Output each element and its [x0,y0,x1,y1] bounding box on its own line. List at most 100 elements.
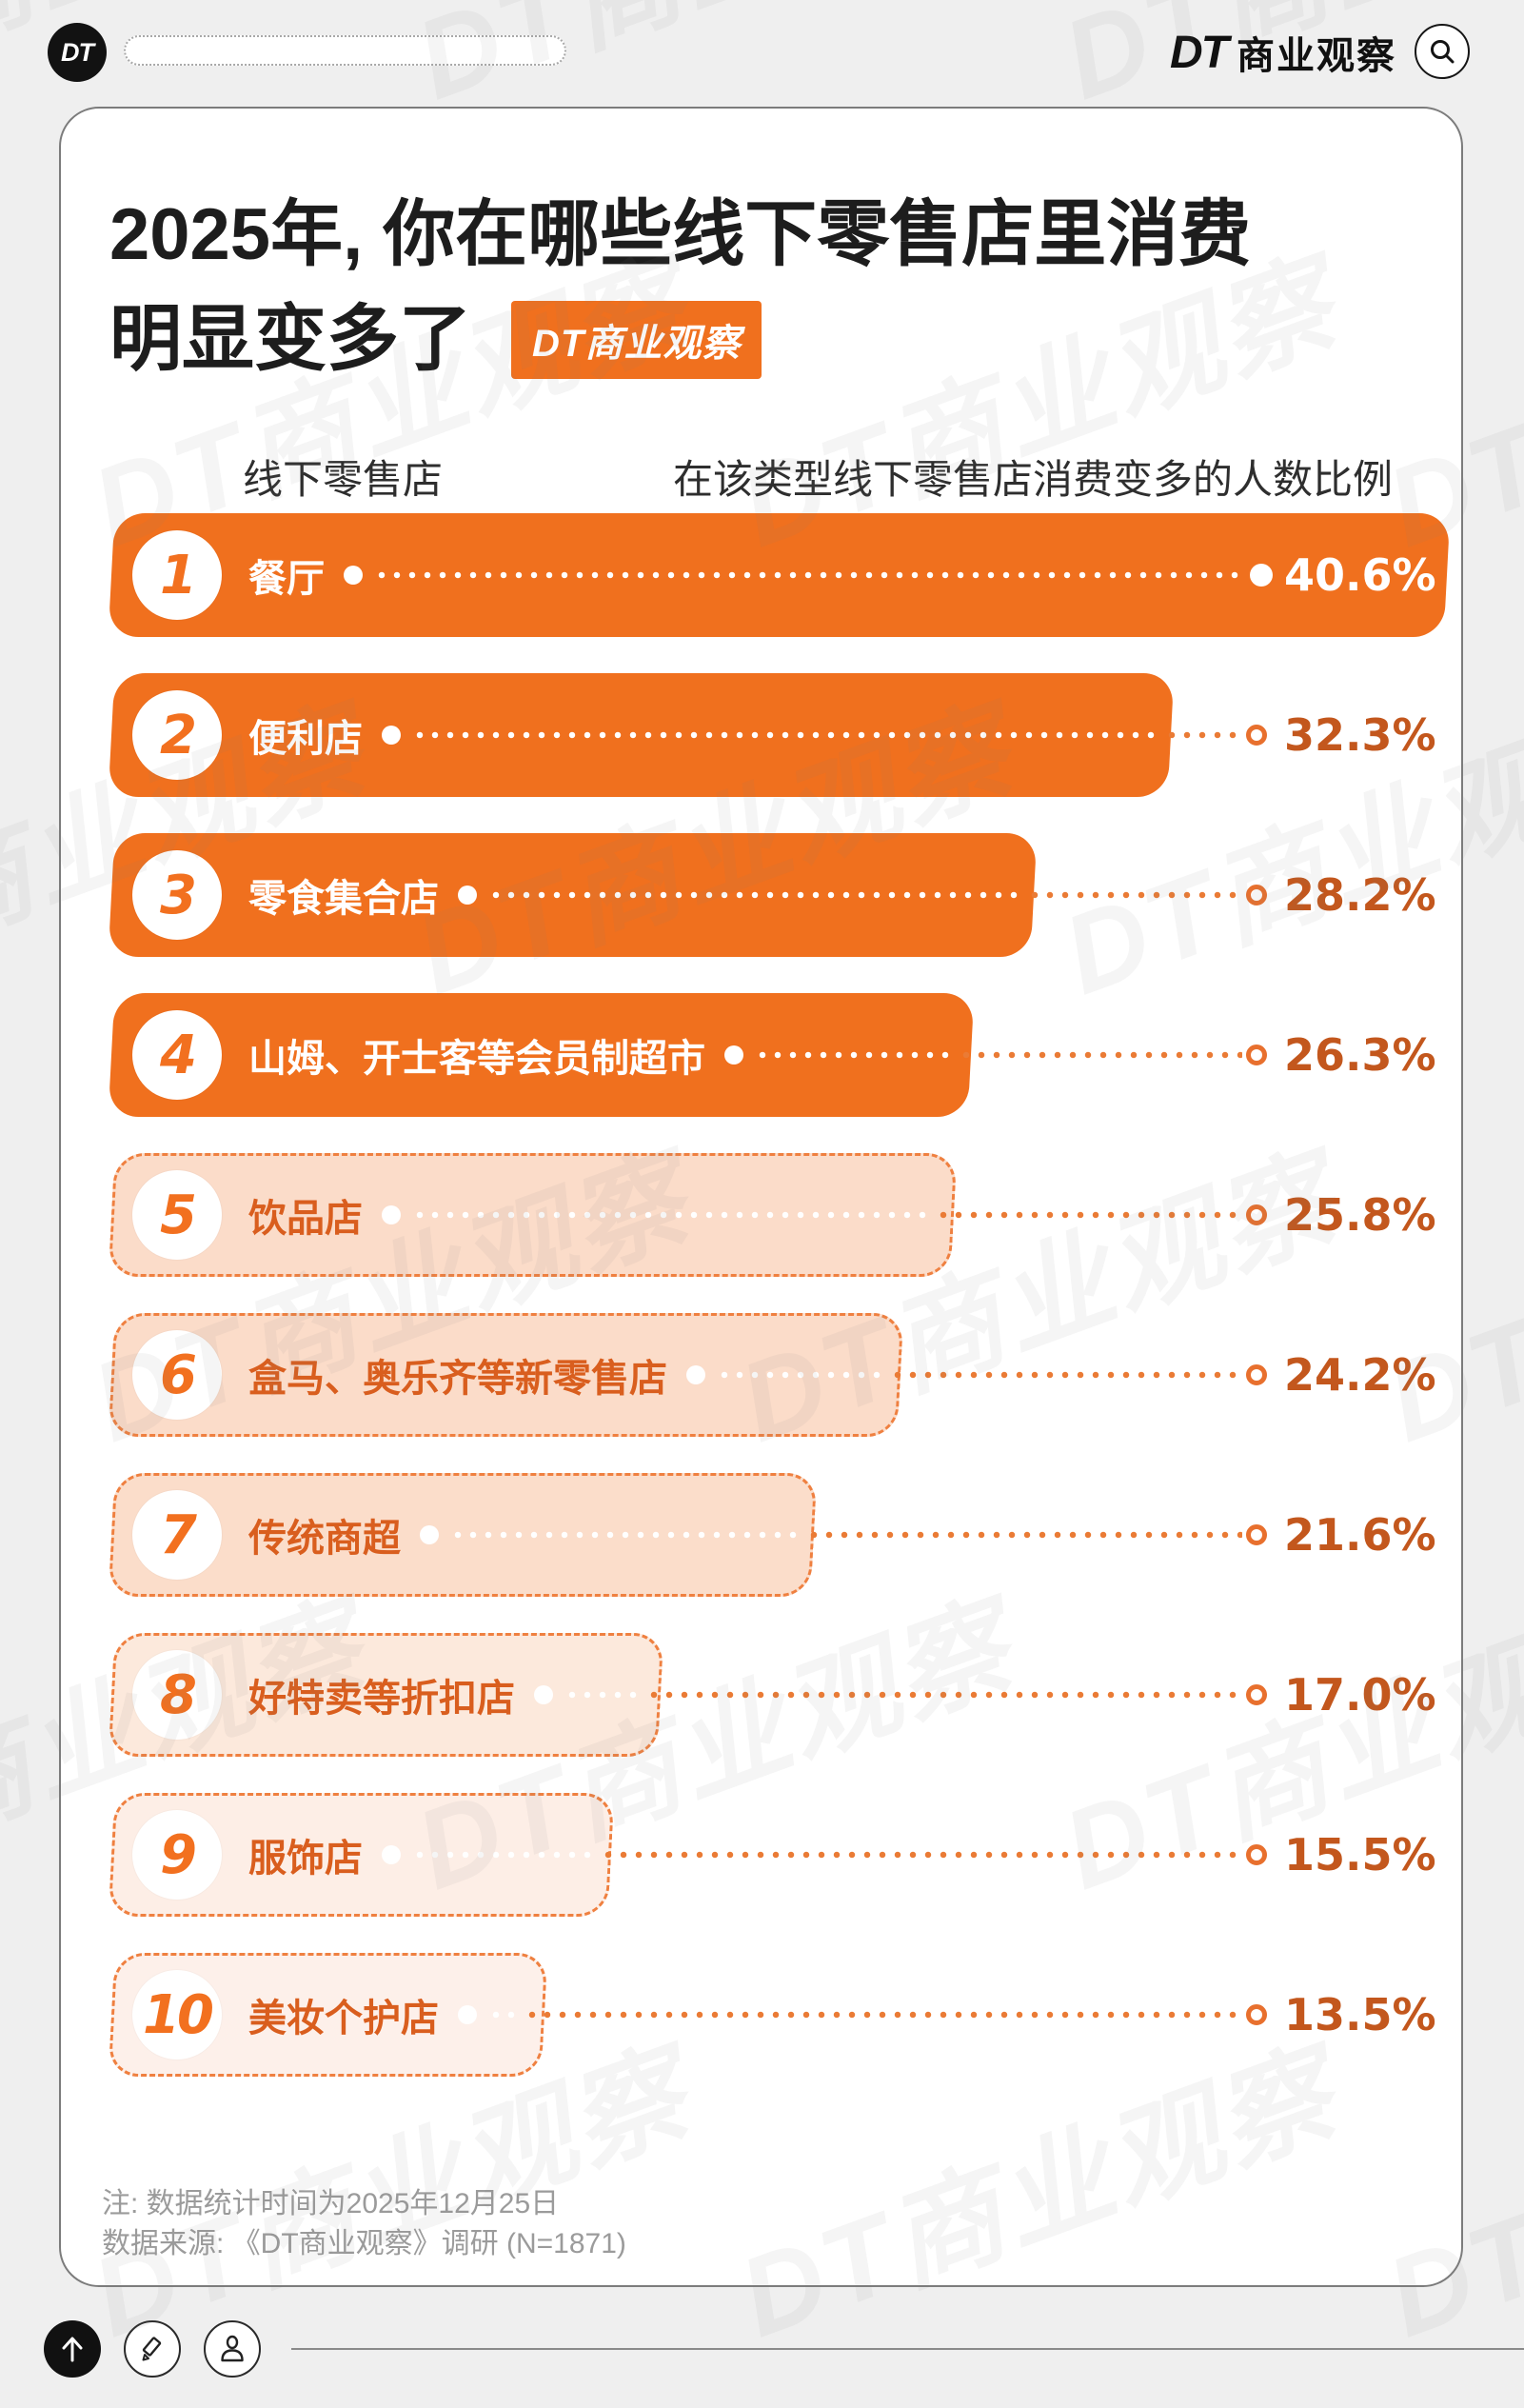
leader-dots-orange [524,2011,1242,2019]
rank-badge: 5 [132,1170,222,1260]
category-label: 服饰店 [248,1838,363,1880]
leader-start-dot [382,1845,401,1864]
scroll-top-button[interactable] [44,2320,101,2378]
leader-dots-orange [936,1211,1242,1219]
leader-start-dot [534,1685,553,1704]
category-label: 山姆、开士客等会员制超市 [248,1038,705,1080]
rank-badge: 1 [132,530,222,620]
leader-start-dot [458,2005,477,2024]
leader-start-dot [458,886,477,905]
page-title-line2: 明显变多了 [109,299,471,380]
leader-end-dot [1246,1364,1267,1385]
category-label: 盒马、奥乐齐等新零售店 [248,1358,667,1400]
person-icon [221,2335,244,2362]
value-label: 15.5% [1284,1829,1436,1881]
leader-dots-orange [646,1691,1242,1699]
footnotes: 注: 数据统计时间为2025年12月25日 数据来源: 《DT商业观察》调研 (… [102,2184,626,2264]
top-bar: DT DT 商业观察 [0,0,1524,107]
category-label: 传统商超 [248,1518,401,1560]
page-title-line1: 2025年, 你在哪些线下零售店里消费 [109,194,1252,275]
leader-dots-white [717,1371,884,1379]
leader-line [380,1841,1242,1869]
rank-number: 9 [160,1823,197,1886]
value-label: 25.8% [1284,1189,1436,1241]
leader-line [380,1201,1242,1229]
rank-badge: 3 [132,850,222,940]
search-icon [1431,40,1455,64]
footnote-source: 数据来源: 《DT商业观察》调研 (N=1871) [102,2228,626,2259]
rank-badge: 10 [132,1970,222,2060]
page-title-line2-row: 明显变多了 DT商业观察 [109,288,762,392]
rank-number: 8 [160,1663,197,1726]
leader-dots-white [412,731,1158,739]
leader-end-dot [1246,1045,1267,1065]
value-label: 24.2% [1284,1349,1436,1401]
footer-divider [291,2348,1524,2350]
leader-start-dot [382,1205,401,1224]
dt-logo-badge: DT [48,23,107,82]
chart-row: 10 美妆个护店 13.5% [108,1953,1444,2077]
leader-start-dot [382,726,401,745]
leader-end-dot [1250,564,1273,587]
leader-dots-orange [806,1531,1242,1539]
category-label: 饮品店 [248,1198,363,1240]
rank-badge: 8 [132,1650,222,1740]
pencil-icon [142,2337,162,2361]
value-label: 28.2% [1284,869,1436,921]
chart-row: 7 传统商超 21.6% [108,1473,1444,1597]
leader-end-dot [1246,2004,1267,2025]
rank-number: 7 [160,1503,197,1566]
rank-number: 3 [160,864,197,926]
value-label: 32.3% [1284,709,1436,761]
category-label: 餐厅 [248,558,325,600]
value-label: 17.0% [1284,1669,1436,1721]
rank-number: 1 [160,544,197,607]
chart-row: 9 服饰店 15.5% [108,1793,1444,1917]
category-label: 好特卖等折扣店 [248,1678,515,1720]
brand-name-text: 商业观察 [1237,35,1396,77]
leader-line [684,1361,1242,1389]
chart-row: 2 便利店 32.3% [108,673,1444,797]
chart-row: 8 好特卖等折扣店 17.0% [108,1633,1444,1757]
dt-logo-text: DT [61,37,94,67]
leader-line [722,1041,1242,1069]
rank-number: 6 [160,1343,197,1406]
chart-row: 5 饮品店 25.8% [108,1153,1444,1277]
brand-dt-text: DT [1170,27,1229,78]
edit-button[interactable] [124,2320,181,2378]
profile-button[interactable] [204,2320,261,2378]
value-label: 21.6% [1284,1509,1436,1561]
search-button[interactable] [1415,24,1470,79]
column-header-ratio: 在该类型线下零售店消费变多的人数比例 [673,457,1394,502]
leader-line [380,721,1242,749]
rank-badge: 4 [132,1010,222,1100]
leader-end-dot [1246,725,1267,746]
value-label: 13.5% [1284,1989,1436,2040]
column-headers: 线下零售店 在该类型线下零售店消费变多的人数比例 [61,448,1465,502]
rank-badge: 7 [132,1490,222,1580]
leader-line [456,2000,1242,2029]
leader-dots-orange [1164,731,1242,739]
leader-start-dot [724,1045,743,1065]
leader-end-dot [1246,1524,1267,1545]
leader-dots-orange [890,1371,1242,1379]
infographic-card: 2025年, 你在哪些线下零售店里消费 明显变多了 DT商业观察 线下零售店 在… [59,107,1463,2287]
leader-end-dot [1246,1684,1267,1705]
leader-dots-white [488,891,1021,899]
rank-badge: 2 [132,690,222,780]
leader-dots-orange [601,1851,1242,1859]
footnote-date: 注: 数据统计时间为2025年12月25日 [102,2188,560,2219]
leader-dots-white [564,1691,641,1699]
leader-dots-orange [1027,891,1242,899]
leader-end-dot [1246,885,1267,905]
chart-row: 1 餐厅 40.6% [108,513,1451,637]
chart-row: 4 山姆、开士客等会员制超市 26.3% [108,993,1444,1117]
leader-start-dot [686,1365,705,1384]
leader-dots-white [412,1851,595,1859]
rank-badge: 9 [132,1810,222,1900]
brand-wordmark: DT 商业观察 [1170,23,1396,82]
search-input[interactable] [124,35,566,66]
leader-dots-white [488,2011,519,2019]
chart-row: 6 盒马、奥乐齐等新零售店 24.2% [108,1313,1444,1437]
bottom-toolbar [0,2287,1524,2408]
